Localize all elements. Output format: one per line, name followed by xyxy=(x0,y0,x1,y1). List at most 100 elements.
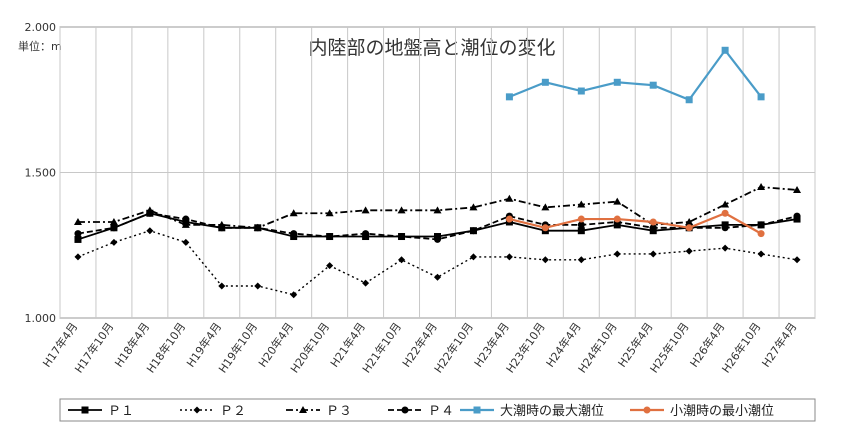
data-point xyxy=(218,224,226,232)
data-point xyxy=(73,217,82,225)
data-point xyxy=(398,256,406,264)
series-5 xyxy=(505,46,765,104)
data-point xyxy=(110,224,118,232)
data-point xyxy=(218,282,226,290)
data-point xyxy=(757,230,765,238)
data-point xyxy=(757,93,765,101)
series-6 xyxy=(505,209,765,238)
data-point xyxy=(326,233,334,241)
data-point xyxy=(290,230,298,238)
legend-label: 大潮時の最大潮位 xyxy=(500,404,604,419)
data-point xyxy=(685,224,693,232)
data-point xyxy=(685,96,693,104)
legend-label: Ｐ２ xyxy=(220,404,246,419)
data-point xyxy=(181,220,190,228)
series-line xyxy=(508,48,762,102)
data-point xyxy=(541,78,549,86)
data-point xyxy=(541,203,550,211)
y-tick-label: 1.000 xyxy=(25,312,57,325)
data-point xyxy=(685,247,693,255)
unit-label: 単位：m xyxy=(18,39,62,53)
data-point xyxy=(505,215,513,223)
legend-label: Ｐ３ xyxy=(326,404,352,419)
data-point xyxy=(649,250,657,258)
series-line xyxy=(509,212,762,235)
y-tick-label: 1.500 xyxy=(25,167,57,180)
legend-label: Ｐ１ xyxy=(108,404,134,419)
data-point xyxy=(433,206,442,214)
data-point xyxy=(649,81,657,89)
data-point xyxy=(469,253,477,261)
data-point xyxy=(74,253,82,261)
series-2 xyxy=(74,227,801,299)
data-point xyxy=(541,224,549,232)
data-point xyxy=(577,87,585,95)
series-line xyxy=(77,186,798,229)
legend-box xyxy=(59,398,816,422)
data-point xyxy=(109,217,118,225)
data-point xyxy=(397,206,406,214)
data-point xyxy=(613,197,622,205)
data-point xyxy=(721,209,729,217)
legend-marker xyxy=(401,406,409,414)
data-point xyxy=(649,218,657,226)
data-point xyxy=(182,238,190,246)
data-point xyxy=(398,233,406,241)
data-point xyxy=(254,282,262,290)
data-point xyxy=(289,209,298,217)
data-point xyxy=(74,235,82,243)
legend: Ｐ１ Ｐ２ Ｐ３ Ｐ４ 大潮時の最大潮位 小潮時の最小潮位 xyxy=(59,398,816,422)
data-point xyxy=(505,93,513,101)
data-point xyxy=(721,46,729,54)
data-point xyxy=(721,200,730,208)
data-point xyxy=(757,221,765,229)
data-point xyxy=(577,215,585,223)
y-tick-label: 2.000 xyxy=(25,21,57,34)
data-point xyxy=(757,183,766,191)
legend-label: Ｐ４ xyxy=(428,404,454,419)
data-point xyxy=(146,209,154,217)
data-point xyxy=(434,235,441,243)
data-point xyxy=(541,256,549,264)
legend-marker xyxy=(193,406,201,414)
data-point xyxy=(146,227,154,235)
data-point xyxy=(757,250,765,258)
data-point xyxy=(577,221,585,229)
data-point xyxy=(469,227,477,235)
data-point xyxy=(649,224,657,232)
chart-title: 内陸部の地盤高と潮位の変化 xyxy=(308,37,555,59)
data-point xyxy=(434,273,441,281)
legend-label: 小潮時の最小潮位 xyxy=(670,404,774,419)
data-point xyxy=(361,206,370,214)
data-point xyxy=(721,224,729,232)
data-point xyxy=(613,250,621,258)
data-point xyxy=(110,238,118,246)
data-point xyxy=(182,215,190,223)
data-point xyxy=(362,230,370,238)
data-point xyxy=(505,253,513,261)
data-point xyxy=(577,227,585,235)
legend-marker xyxy=(473,406,481,414)
data-point xyxy=(613,78,621,86)
data-point xyxy=(254,224,262,232)
data-point xyxy=(793,256,801,264)
data-point xyxy=(721,244,729,252)
data-point xyxy=(793,185,802,193)
data-point xyxy=(685,217,694,225)
data-point xyxy=(577,200,586,208)
data-point xyxy=(74,230,82,238)
data-point xyxy=(469,203,478,211)
data-point xyxy=(326,262,334,270)
data-point xyxy=(613,215,621,223)
data-point xyxy=(290,291,298,299)
legend-marker xyxy=(81,406,89,414)
data-point xyxy=(362,279,370,287)
data-point xyxy=(505,194,514,202)
data-point xyxy=(325,209,334,217)
series-4 xyxy=(74,209,801,243)
data-point xyxy=(577,256,585,264)
legend-marker xyxy=(299,406,307,413)
legend-marker xyxy=(643,406,651,414)
